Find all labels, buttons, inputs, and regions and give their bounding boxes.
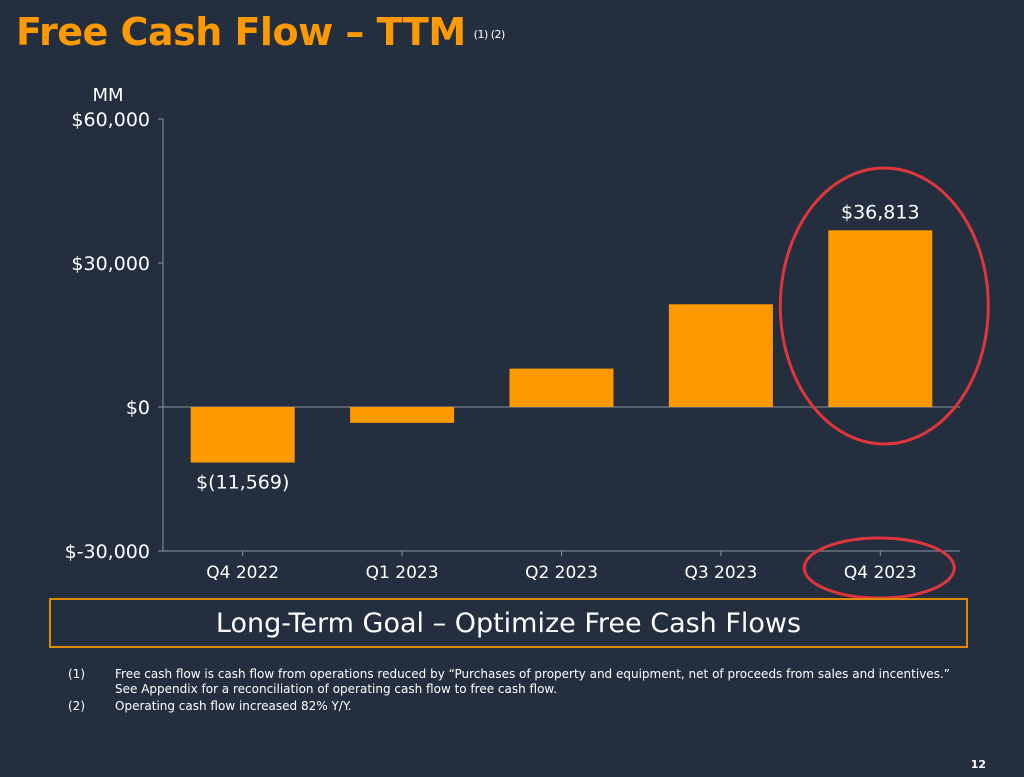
y-unit-label: MM xyxy=(92,85,123,106)
y-tick-label: $60,000 xyxy=(71,109,150,131)
fcf-bar-chart: MM $60,000 $30,000 $0 $-30,000 Q4 2022 $(11,56… xyxy=(65,85,990,600)
x-tick-label: Q3 2023 xyxy=(684,563,757,583)
footnote-text: Operating cash flow increased 82% Y/Y. xyxy=(115,699,352,713)
footnote-text: Free cash flow is cash flow from operati… xyxy=(115,667,950,696)
data-label: $(11,569) xyxy=(196,472,289,494)
goal-text: Long-Term Goal – Optimize Free Cash Flow… xyxy=(215,607,802,639)
x-tick-label: Q4 2022 xyxy=(206,563,279,583)
page-number: 12 xyxy=(970,758,986,771)
footnote-number: (1) xyxy=(68,667,85,681)
x-tick-label: Q4 2023 xyxy=(844,563,917,583)
page-title: Free Cash Flow – TTM (1) (2) xyxy=(16,10,505,54)
bar-q1-2023 xyxy=(350,407,455,423)
bar-q4-2023 xyxy=(828,230,933,407)
bar-q2-2023 xyxy=(509,368,614,407)
highlight-ring-bar xyxy=(778,166,990,446)
data-label: $36,813 xyxy=(841,201,920,223)
y-tick-label: $-30,000 xyxy=(65,541,150,563)
title-footnote-ref: (1) (2) xyxy=(473,28,506,41)
footnote-2: (2) Operating cash flow increased 82% Y/… xyxy=(68,699,968,714)
long-term-goal-banner: Long-Term Goal – Optimize Free Cash Flow… xyxy=(49,598,968,648)
y-tick-label: $30,000 xyxy=(71,253,150,275)
x-tick-label: Q2 2023 xyxy=(525,563,598,583)
bar-q4-2022 xyxy=(190,407,295,463)
x-tick-label: Q1 2023 xyxy=(366,563,439,583)
y-tick-label: $0 xyxy=(126,397,150,419)
footnote-number: (2) xyxy=(68,699,85,713)
footnote-1: (1) Free cash flow is cash flow from ope… xyxy=(68,667,968,697)
title-text: Free Cash Flow – TTM xyxy=(16,10,466,54)
bar-q3-2023 xyxy=(668,304,773,407)
footnotes: (1) Free cash flow is cash flow from ope… xyxy=(68,667,968,716)
